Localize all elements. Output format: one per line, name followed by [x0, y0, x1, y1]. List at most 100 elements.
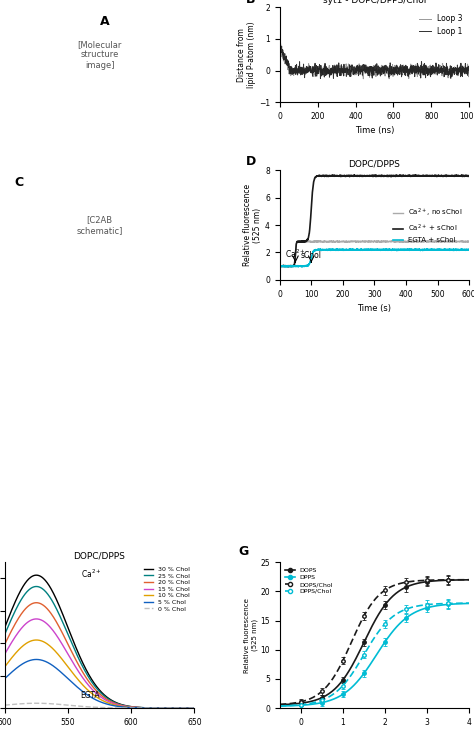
Legend: DOPS, DPPS, DOPS/Chol, DPPS/Chol: DOPS, DPPS, DOPS/Chol, DPPS/Chol	[283, 565, 336, 596]
Title: syt1 - DOPC/DPPS/Chol: syt1 - DOPC/DPPS/Chol	[323, 0, 426, 5]
Title: DOPC/DPPS: DOPC/DPPS	[73, 551, 126, 560]
Loop 1	[287, 68, 292, 77]
Loop 3	[369, 63, 375, 72]
Loop 3	[277, 45, 283, 53]
0 % Chol	[174, 704, 180, 712]
DPPS	[312, 699, 318, 708]
Line: 0 % Chol: 0 % Chol	[5, 703, 194, 708]
30 % Chol	[191, 704, 197, 712]
25 % Chol	[115, 699, 121, 708]
Line: 10 % Chol: 10 % Chol	[5, 640, 194, 708]
Text: A: A	[100, 15, 109, 28]
10 % Chol	[162, 704, 168, 712]
Text: Ca$^{2+}$: Ca$^{2+}$	[285, 247, 306, 260]
Line: 20 % Chol: 20 % Chol	[5, 603, 194, 708]
Line: Loop 3: Loop 3	[280, 49, 469, 79]
Y-axis label: Distance from
lipid P-atom (nm): Distance from lipid P-atom (nm)	[237, 21, 256, 88]
Ca$^{2+}$, no sChol	[435, 237, 440, 245]
Text: sChol: sChol	[301, 251, 322, 260]
5 % Chol	[162, 704, 168, 712]
15 % Chol	[2, 648, 8, 657]
Loop 1	[277, 32, 283, 41]
Line: 25 % Chol: 25 % Chol	[5, 586, 194, 708]
Ca$^{2+}$ + sChol	[377, 172, 383, 180]
Loop 1	[426, 67, 432, 76]
20 % Chol	[2, 639, 8, 648]
Line: Ca$^{2+}$ + sChol: Ca$^{2+}$ + sChol	[280, 175, 469, 266]
20 % Chol	[118, 701, 124, 710]
DPPS/Chol	[328, 692, 333, 701]
Line: 30 % Chol: 30 % Chol	[5, 575, 194, 708]
0 % Chol	[191, 704, 197, 712]
Ca$^{2+}$ + sChol	[341, 172, 346, 180]
X-axis label: Time (ns): Time (ns)	[355, 126, 394, 136]
5 % Chol	[115, 702, 120, 711]
30 % Chol	[2, 621, 8, 630]
Ca$^{2+}$, no sChol	[302, 237, 308, 246]
Loop 3	[461, 68, 467, 77]
DOPS	[312, 696, 318, 704]
5 % Chol	[115, 702, 121, 711]
Line: Loop 1: Loop 1	[280, 36, 469, 78]
Line: DPPS/Chol: DPPS/Chol	[280, 603, 469, 706]
DOPS/Chol	[457, 575, 463, 584]
DPPS/Chol	[450, 599, 456, 607]
15 % Chol	[174, 704, 180, 712]
25 % Chol	[191, 704, 197, 712]
Ca$^{2+}$ + sChol	[466, 172, 472, 180]
DPPS/Chol	[466, 599, 472, 607]
DPPS/Chol	[277, 702, 283, 710]
Loop 3	[360, 74, 366, 83]
30 % Chol	[174, 704, 180, 712]
20 % Chol	[115, 700, 120, 709]
30 % Chol	[162, 704, 168, 712]
Loop 3	[461, 68, 467, 77]
Text: E: E	[9, 353, 18, 366]
Ca$^{2+}$, no sChol	[282, 263, 288, 272]
20 % Chol	[191, 704, 197, 712]
20 % Chol	[162, 704, 168, 712]
10 % Chol	[2, 661, 8, 670]
10 % Chol	[2, 662, 8, 671]
20 % Chol	[34, 599, 39, 607]
25 % Chol	[118, 701, 124, 710]
Loop 1	[466, 69, 472, 77]
0 % Chol	[34, 699, 39, 707]
0 % Chol	[162, 704, 168, 712]
DOPS/Chol	[288, 699, 294, 708]
DPPS	[328, 696, 333, 704]
DOPS	[328, 688, 333, 697]
Line: 5 % Chol: 5 % Chol	[5, 659, 194, 708]
Text: [Molecular
structure
image]: [Molecular structure image]	[77, 40, 122, 69]
15 % Chol	[115, 701, 120, 710]
Y-axis label: Relative fluorescence
(525 nm): Relative fluorescence (525 nm)	[244, 598, 257, 672]
DOPS/Chol	[312, 692, 318, 701]
Line: DOPS: DOPS	[280, 580, 469, 704]
5 % Chol	[34, 655, 39, 664]
DOPS/Chol	[284, 699, 290, 708]
Ca$^{2+}$ + sChol	[309, 196, 315, 205]
Ca$^{2+}$ + sChol	[277, 262, 283, 271]
Ca$^{2+}$ + sChol	[381, 172, 386, 180]
Loop 1	[461, 65, 467, 74]
Text: [Confocal images - GUV fluorescence]: [Confocal images - GUV fluorescence]	[151, 417, 323, 426]
DPPS	[457, 599, 463, 608]
Loop 3	[287, 66, 292, 75]
20 % Chol	[2, 639, 8, 648]
Ca$^{2+}$, no sChol	[466, 237, 472, 245]
25 % Chol	[34, 582, 39, 591]
Ca$^{2+}$ + sChol	[371, 171, 377, 180]
30 % Chol	[115, 699, 121, 708]
Loop 1	[277, 34, 283, 42]
30 % Chol	[115, 699, 120, 707]
Text: G: G	[238, 545, 248, 558]
Text: B: B	[246, 0, 255, 6]
EGTA + sChol	[295, 263, 301, 272]
Text: D: D	[246, 155, 256, 168]
Ca$^{2+}$ + sChol	[286, 262, 292, 271]
0 % Chol	[2, 701, 8, 710]
EGTA + sChol	[377, 245, 383, 254]
Line: Ca$^{2+}$, no sChol: Ca$^{2+}$, no sChol	[280, 241, 469, 267]
Loop 1	[318, 74, 323, 82]
Legend: Loop 3, Loop 1: Loop 3, Loop 1	[416, 11, 465, 39]
